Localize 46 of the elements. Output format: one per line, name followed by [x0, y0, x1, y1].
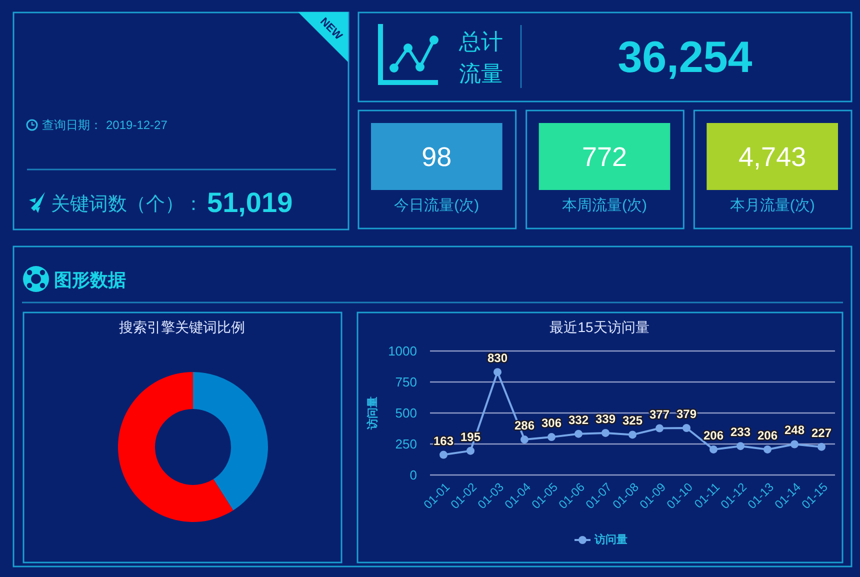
point	[628, 430, 636, 439]
y-tick-label: 1000	[388, 344, 417, 358]
data-label: 325	[622, 414, 643, 428]
point	[818, 442, 826, 451]
text: 总计流量	[458, 29, 503, 86]
y-axis-title: 访问量	[366, 396, 379, 430]
point	[764, 445, 772, 454]
y-tick-label: 250	[395, 436, 417, 452]
text: 关键词数（个）：	[51, 194, 203, 215]
y-tick-label: 500	[395, 406, 417, 420]
point	[682, 424, 690, 432]
point	[710, 445, 718, 454]
text: 查询日期：	[42, 118, 102, 132]
data-label: 206	[703, 428, 724, 442]
text: 图形数据	[54, 270, 126, 290]
point	[656, 424, 664, 432]
data-label: 379	[676, 407, 697, 422]
text: 36,254	[618, 33, 753, 82]
point	[602, 428, 610, 437]
point	[520, 436, 528, 444]
data-label: 195	[460, 430, 481, 444]
data-label: 248	[784, 423, 805, 438]
data-label: 306	[541, 416, 562, 430]
point	[548, 433, 556, 442]
point	[574, 430, 582, 438]
text: 2019-12-27	[106, 118, 168, 132]
text: 51,019	[207, 187, 293, 218]
y-tick-label: 750	[395, 374, 417, 390]
point	[466, 446, 474, 455]
legend-label: 访问量	[594, 533, 628, 546]
point	[736, 442, 744, 450]
data-label: 233	[730, 425, 751, 440]
point	[494, 368, 502, 376]
data-label: 206	[757, 428, 778, 442]
chart-title: 最近15天访问量	[550, 319, 650, 335]
y-tick-label: 0	[410, 468, 417, 482]
data-label: 227	[811, 426, 832, 440]
data-label: 377	[649, 407, 670, 422]
point	[790, 440, 798, 448]
data-label: 332	[568, 412, 589, 427]
data-label: 830	[487, 351, 508, 366]
data-label: 163	[433, 434, 454, 448]
data-label: 339	[595, 412, 616, 426]
point	[440, 450, 448, 459]
data-label: 286	[514, 418, 535, 433]
chart-title: 搜索引擎关键词比例	[119, 319, 245, 335]
